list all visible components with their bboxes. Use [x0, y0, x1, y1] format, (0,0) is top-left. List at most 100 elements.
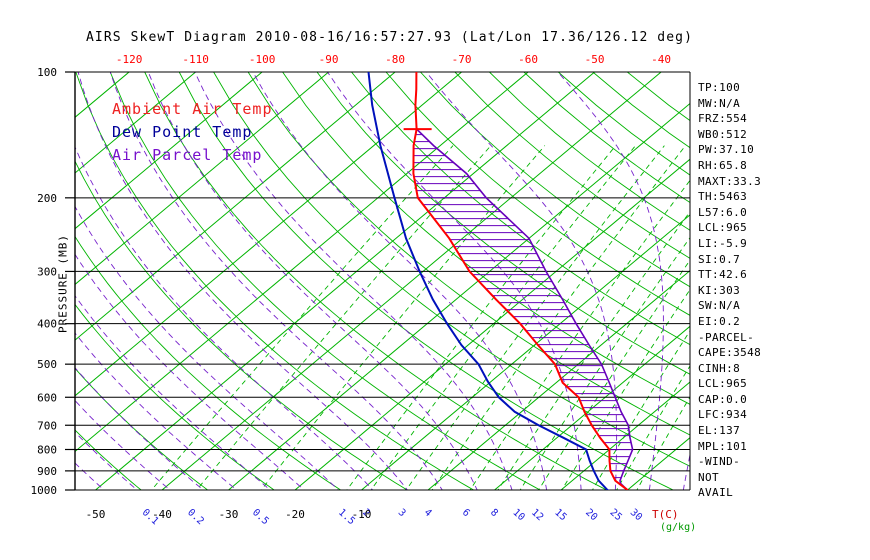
- mixing-ratio-label: 2: [360, 507, 372, 519]
- mixing-ratio-label: 30: [628, 507, 644, 523]
- pressure-tick-label: 300: [37, 265, 57, 278]
- top-temp-label: -70: [452, 53, 472, 66]
- mixing-ratio-line: [497, 210, 690, 490]
- stats-line: AVAIL: [698, 486, 734, 500]
- mixing-ratio-label: 4: [422, 507, 434, 519]
- air-parcel-curve: [416, 128, 634, 490]
- isotherm-line: [75, 72, 197, 174]
- mixing-ratio-line: [346, 145, 617, 490]
- mixing-ratio-line: [431, 145, 686, 490]
- moist-adiabat-line: [77, 72, 408, 490]
- stats-line: PW:37.10: [698, 143, 755, 157]
- dry-adiabat-line: [385, 72, 690, 316]
- moist-adiabat-line: [75, 367, 204, 490]
- mixing-ratio-label: 10: [510, 507, 526, 523]
- mixing-ratio-label: 12: [529, 507, 545, 523]
- top-temp-label: -80: [385, 53, 405, 66]
- temp-unit-label: T(C): [652, 508, 679, 521]
- dry-adiabat-line: [454, 72, 690, 259]
- stats-line: CINH:8: [698, 361, 741, 375]
- moist-adiabat-line: [327, 72, 582, 490]
- stats-line: LCL:965: [698, 221, 748, 235]
- isotherm-line: [75, 72, 330, 286]
- isotherms: [75, 72, 690, 490]
- isotherm-line: [75, 72, 263, 230]
- mixing-ratio-label: 6: [460, 507, 472, 519]
- mixing-ratio-line: [561, 288, 690, 490]
- bottom-temp-label: -30: [219, 508, 239, 521]
- stats-line: SI:0.7: [698, 252, 741, 266]
- top-temp-label: -40: [651, 53, 671, 66]
- mixing-ratio-line: [636, 396, 690, 490]
- isotherm-line: [75, 72, 396, 341]
- dry-adiabat-line: [316, 72, 690, 375]
- stats-line: TT:42.6: [698, 268, 748, 282]
- stats-line: TH:5463: [698, 190, 748, 204]
- moist-adiabat-line: [0, 72, 83, 501]
- mixing-ratio-label: 0.2: [185, 507, 206, 527]
- dry-adiabat-line: [420, 72, 690, 288]
- mixing-ratio-line: [616, 365, 690, 490]
- top-temp-label: -60: [518, 53, 538, 66]
- top-temp-label: -50: [585, 53, 605, 66]
- moist-adiabat-line: [557, 72, 664, 490]
- stats-line: -PARCEL-: [698, 330, 755, 344]
- mixing-ratio-line: [260, 145, 546, 490]
- stats-line: LCL:965: [698, 377, 748, 391]
- stats-line: LI:-5.9: [698, 236, 748, 250]
- pressure-tick-label: 200: [37, 192, 57, 205]
- moist-adiabat-line: [0, 72, 16, 501]
- mixing-ratio-label: 0.5: [250, 507, 271, 527]
- stats-line: EL:137: [698, 424, 741, 438]
- mixing-ratio-label: 3: [396, 507, 408, 519]
- isotherm-line: [75, 72, 529, 453]
- dry-adiabat-line: [75, 489, 76, 490]
- moist-adiabat-line: [0, 72, 50, 501]
- pressure-tick-label: 700: [37, 419, 57, 432]
- isotherm-line: [94, 72, 596, 490]
- mixing-ratio-line: [150, 145, 454, 490]
- moist-adiabat-line: [425, 72, 618, 490]
- stats-line: FRZ:554: [698, 112, 748, 126]
- legend-air-parcel-temp: Air Parcel Temp: [112, 146, 263, 164]
- legend-ambient-air-temp: Ambient Air Temp: [112, 100, 273, 118]
- pressure-tick-label: 1000: [31, 484, 58, 497]
- isotherm-line: [560, 381, 690, 490]
- isotherm-line: [227, 102, 690, 490]
- pressure-tick-label: 600: [37, 391, 57, 404]
- isotherm-line: [75, 72, 463, 397]
- sounding-curves: [367, 72, 634, 490]
- stats-line: CAPE:3548: [698, 346, 762, 360]
- mixing-ratio-line: [405, 145, 665, 490]
- mixing-ratio-line: [538, 259, 690, 490]
- mixing-unit-label: (g/kg): [660, 522, 696, 533]
- pressure-axis-label: PRESSURE (MB): [56, 233, 70, 334]
- top-temp-label: -120: [116, 53, 143, 66]
- legend-dew-point-temp: Dew Point Temp: [112, 123, 253, 141]
- bottom-temp-label: -10: [352, 508, 372, 521]
- pressure-grid: [65, 71, 690, 491]
- mixing-ratio-label: 8: [488, 507, 500, 519]
- stats-line: -WIND-: [698, 455, 741, 469]
- mixing-ratio-lines: [150, 145, 690, 490]
- bottom-temp-label: -40: [152, 508, 172, 521]
- mixing-ratio-label: 25: [607, 507, 623, 523]
- stats-line: EI:0.2: [698, 314, 741, 328]
- dew-point-curve: [367, 72, 611, 490]
- stats-line: RH:65.8: [698, 158, 748, 172]
- mixing-ratio-line: [196, 145, 492, 490]
- page-title: AIRS SkewT Diagram 2010-08-16/16:57:27.9…: [86, 30, 694, 45]
- moist-adiabat-line: [75, 332, 238, 490]
- stats-panel: TP:100 MW:N/A FRZ:554 WB0:512 PW:37.10 RH:65.…: [698, 80, 868, 501]
- pressure-tick-label: 800: [37, 443, 57, 456]
- stats-line: L57:6.0: [698, 205, 748, 219]
- mixing-ratio-label: 15: [552, 507, 568, 523]
- stats-line: CAP:0.0: [698, 392, 748, 406]
- stats-line: TP:100: [698, 81, 741, 94]
- stats-line: LFC:934: [698, 408, 748, 422]
- dry-adiabat-line: [0, 72, 19, 501]
- mixing-ratio-line: [591, 330, 690, 490]
- stats-line: WB0:512: [698, 127, 748, 141]
